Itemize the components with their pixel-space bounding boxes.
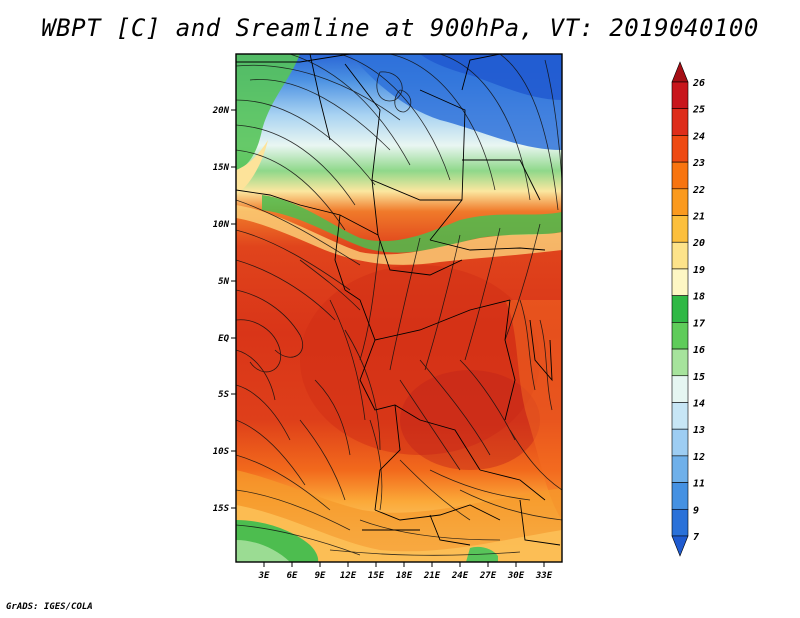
lat-label: 5S bbox=[218, 390, 229, 400]
colorbar-label: 21 bbox=[692, 212, 705, 223]
colorbar-segment bbox=[671, 268, 689, 296]
map-title: WBPT [C] and Sreamline at 900hPa, VT: 20… bbox=[41, 14, 759, 42]
lon-label: 9E bbox=[315, 571, 326, 581]
lat-label: 15N bbox=[213, 163, 230, 173]
colorbar-label: 14 bbox=[693, 398, 705, 409]
lat-tick-labels: 20N 15N 10N 5N EQ 5S 10S 15S bbox=[212, 106, 230, 514]
colorbar-label: 25 bbox=[692, 105, 705, 116]
lon-label: 6E bbox=[287, 571, 298, 581]
colorbar-top-arrow bbox=[671, 61, 689, 83]
colorbar-label: 20 bbox=[692, 238, 705, 249]
lon-label: 12E bbox=[340, 571, 357, 581]
colorbar-label: 18 bbox=[693, 292, 705, 303]
lon-label: 3E bbox=[258, 571, 270, 581]
colorbar-label: 22 bbox=[692, 185, 705, 196]
lon-tick-labels: 3E 6E 9E 12E 15E 18E 21E 24E 27E 30E 33E bbox=[258, 571, 553, 581]
colorbar-segment bbox=[671, 428, 689, 457]
streamlines bbox=[236, 54, 562, 556]
colorbar-segment bbox=[671, 295, 689, 323]
colorbar-label: 16 bbox=[693, 345, 705, 356]
colorbar-label: 11 bbox=[693, 479, 705, 490]
lon-tick-marks bbox=[263, 562, 545, 567]
colorbar-label: 12 bbox=[693, 452, 705, 463]
colorbar-segment bbox=[671, 348, 689, 377]
lon-label: 24E bbox=[451, 571, 469, 581]
colorbar-label: 17 bbox=[693, 318, 705, 329]
colorbar-segment bbox=[671, 322, 689, 350]
country-borders bbox=[236, 54, 561, 546]
colorbar-segment bbox=[671, 482, 689, 510]
colorbar-label: 7 bbox=[693, 532, 699, 543]
wbpt-field bbox=[236, 54, 562, 562]
colorbar-segment bbox=[671, 135, 689, 163]
colorbar-label: 9 bbox=[693, 505, 699, 516]
lat-tick-marks bbox=[231, 109, 236, 509]
colorbar-segment bbox=[671, 215, 689, 243]
lat-label: 5N bbox=[218, 277, 229, 287]
colorbar-segment bbox=[671, 161, 689, 190]
colorbar-label: 15 bbox=[693, 372, 705, 383]
colorbar-segment bbox=[671, 402, 689, 430]
lon-label: 27E bbox=[479, 571, 497, 581]
colorbar-segment bbox=[671, 241, 689, 270]
colorbar-label: 19 bbox=[693, 265, 705, 276]
lon-label: 15E bbox=[368, 571, 385, 581]
colorbar-segment bbox=[671, 375, 689, 403]
lat-label: EQ bbox=[218, 334, 229, 344]
lon-label: 30E bbox=[507, 571, 525, 581]
lat-label: 10S bbox=[213, 447, 230, 457]
colorbar-label: 23 bbox=[692, 158, 705, 169]
lat-label: 15S bbox=[213, 504, 230, 514]
lon-label: 33E bbox=[535, 571, 553, 581]
colorbar-label: 26 bbox=[692, 78, 705, 89]
colorbar-label: 13 bbox=[693, 425, 705, 436]
lon-label: 21E bbox=[423, 571, 441, 581]
colorbar-segment bbox=[671, 508, 689, 537]
colorbar bbox=[671, 61, 689, 557]
colorbar-segment bbox=[671, 81, 689, 110]
colorbar-segment bbox=[671, 455, 689, 483]
colorbar-segment bbox=[671, 108, 689, 136]
colorbar-label: 24 bbox=[692, 131, 705, 142]
lon-label: 18E bbox=[396, 571, 413, 581]
map-frame bbox=[235, 53, 563, 563]
colorbar-bottom-arrow bbox=[671, 535, 689, 557]
lat-label: 10N bbox=[213, 220, 230, 230]
lat-label: 20N bbox=[212, 106, 230, 116]
colorbar-segment bbox=[671, 188, 689, 216]
colorbar-labels: 26 25 24 23 22 21 20 19 18 17 16 15 14 13 12 11 9 7 bbox=[692, 78, 705, 543]
footer-credit: GrADS: IGES/COLA bbox=[6, 602, 93, 612]
